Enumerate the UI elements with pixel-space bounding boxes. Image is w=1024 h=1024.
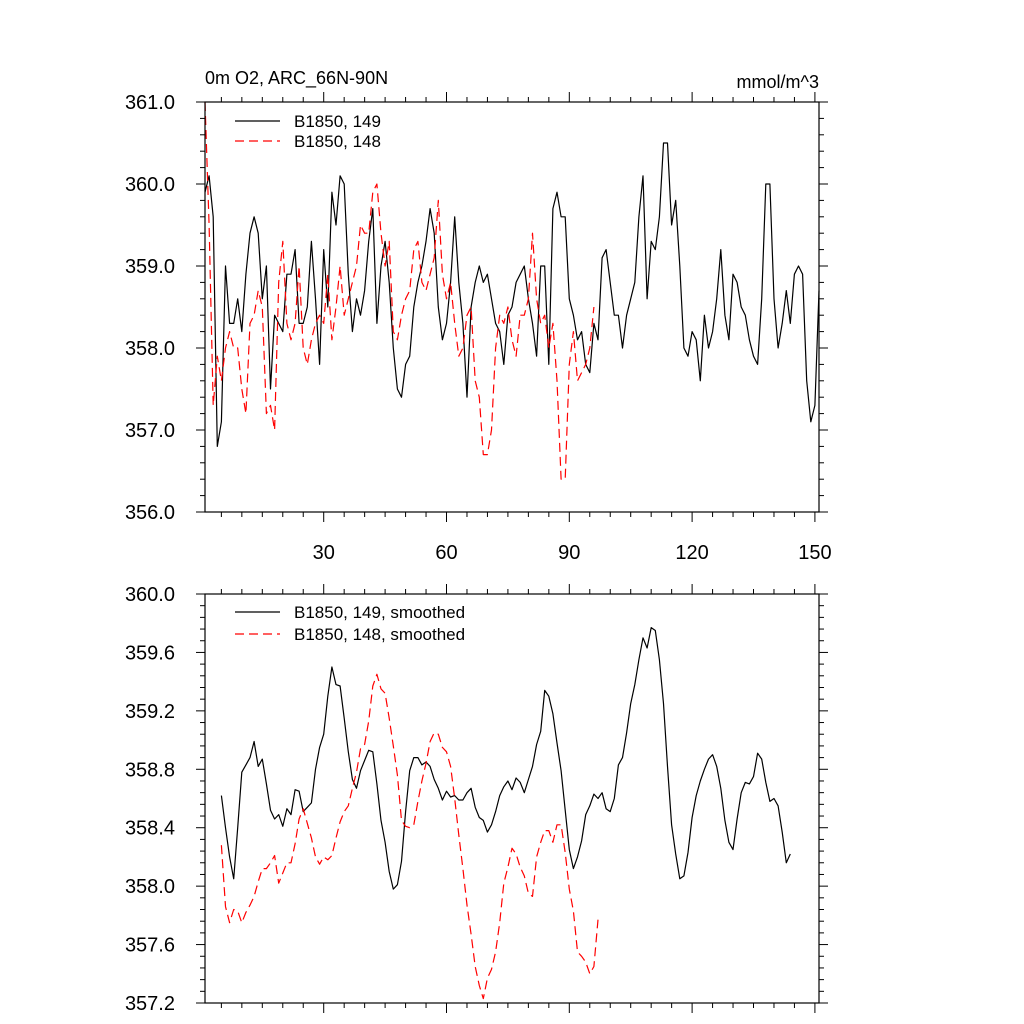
y-tick-label: 357.0 [125, 420, 175, 442]
legend-label-149-smoothed: B1850, 149, smoothed [294, 603, 465, 622]
y-tick-label: 357.2 [125, 993, 175, 1015]
bottom-panel: 357.2 357.6 358.0 358.4 358.8 359.2 359.6 360.0… [125, 584, 828, 1015]
bottom-panel-ticks: 357.2 357.6 358.0 358.4 358.8 359.2 359.6 360.0 [125, 584, 828, 1015]
top-panel: 0m O2, ARC_66N-90N mmol/m^3 356.0357.035… [125, 68, 832, 564]
series-line-0 [204, 142, 820, 447]
y-tick-label: 358.8 [125, 759, 175, 781]
y-tick-label: 358.4 [125, 818, 175, 840]
legend-label-148: B1850, 148 [294, 132, 381, 151]
y-tick-label: 361.0 [125, 92, 175, 114]
x-tick-label: 60 [435, 542, 457, 564]
y-tick-label: 359.0 [125, 256, 175, 278]
series-line-1 [220, 673, 599, 1000]
top-panel-ticks: 356.0 357.0 358.0 359.0 360.0 361.0 30 60 90 120 1… [125, 92, 832, 564]
y-tick-label: 358.0 [125, 338, 175, 360]
y-tick-label: 359.2 [125, 701, 175, 723]
x-tick-label: 30 [313, 542, 335, 564]
y-tick-label: 357.6 [125, 935, 175, 957]
legend-label-148-smoothed: B1850, 148, smoothed [294, 625, 465, 644]
top-panel-frame [204, 101, 820, 513]
x-tick-label: 90 [558, 542, 580, 564]
y-tick-label: 359.6 [125, 642, 175, 664]
bottom-panel-frame [204, 593, 820, 1004]
top-panel-series [204, 101, 820, 480]
y-tick-label: 360.0 [125, 174, 175, 196]
bottom-panel-series [220, 626, 791, 1000]
units-label: mmol/m^3 [737, 72, 819, 92]
y-tick-label: 356.0 [125, 502, 175, 524]
series-line-1 [204, 101, 595, 480]
top-panel-legend: B1850, 149 B1850, 148 [235, 112, 381, 151]
x-tick-label: 150 [798, 542, 831, 564]
y-tick-label: 358.0 [125, 876, 175, 898]
chart-title: 0m O2, ARC_66N-90N [205, 68, 388, 89]
x-tick-label: 120 [675, 542, 708, 564]
bottom-panel-legend: B1850, 149, smoothed B1850, 148, smoothe… [235, 603, 465, 644]
y-tick-label: 360.0 [125, 584, 175, 606]
series-line-0 [220, 626, 791, 890]
legend-label-149: B1850, 149 [294, 112, 381, 131]
